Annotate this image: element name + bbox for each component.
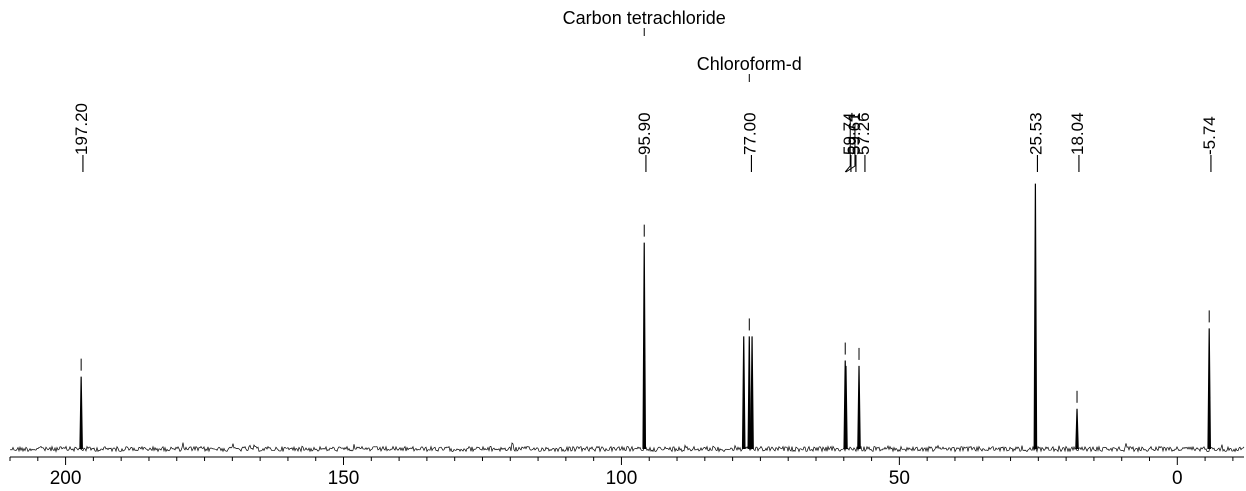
spectrum-peaks — [79, 183, 1211, 450]
spectrum-peak — [741, 336, 746, 450]
peak-labels: —197.20 —95.90 —77.00 —59.74—59.61—57.26 —25… — [72, 103, 1219, 173]
solvent-annotation: Chloroform-d — [697, 54, 802, 74]
peak-label: —18.04 — [1068, 112, 1087, 172]
x-tick-label: 0 — [1172, 468, 1183, 489]
spectrum-peak — [642, 242, 647, 450]
x-tick-label: 50 — [889, 468, 910, 489]
peak-leader-line — [844, 118, 851, 173]
x-axis-ticks: 200 150 100 50 0 — [9, 457, 1234, 489]
spectrum-peak — [750, 336, 754, 450]
peak-leader-line — [845, 124, 856, 173]
peak-label: —77.00 — [740, 112, 759, 172]
peak-label: —-5.74 — [1200, 116, 1219, 172]
spectrum-peak — [1033, 183, 1038, 450]
baseline-noise — [9, 442, 1245, 453]
spectrum-peak — [844, 365, 848, 450]
x-tick-label: 200 — [50, 468, 82, 489]
spectrum-peak — [747, 336, 752, 450]
peak-label: —25.53 — [1026, 112, 1045, 172]
peak-label: —57.26 — [854, 112, 873, 172]
spectrum-peak — [857, 365, 861, 450]
x-tick-label: 100 — [606, 468, 638, 489]
peak-markers — [80, 224, 1210, 403]
solvent-annotations: Carbon tetrachloride Chloroform-d — [563, 8, 802, 82]
spectrum-peak — [1075, 408, 1079, 450]
spectrum-peak — [79, 376, 83, 450]
peak-label: —197.20 — [72, 103, 91, 172]
spectrum-peak — [1207, 328, 1211, 450]
solvent-annotation: Carbon tetrachloride — [563, 8, 726, 28]
x-tick-label: 150 — [328, 468, 360, 489]
peak-label: —95.90 — [635, 112, 654, 172]
